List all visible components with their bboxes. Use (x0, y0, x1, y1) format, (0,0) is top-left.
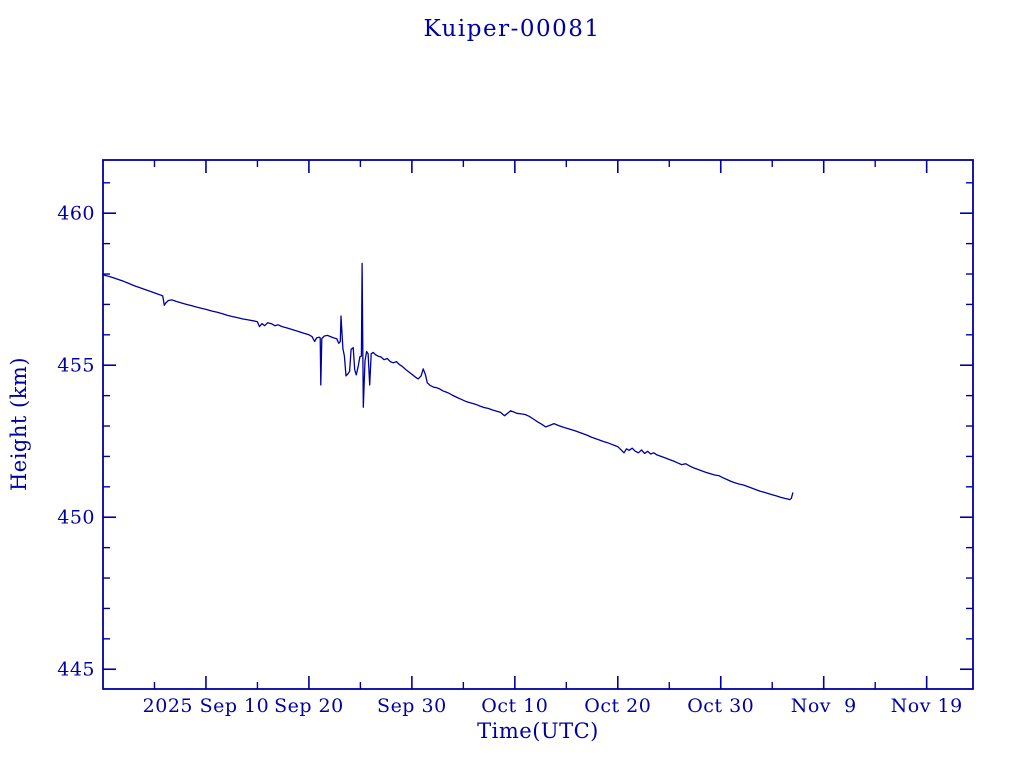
x-axis-label: Time(UTC) (477, 719, 599, 743)
x-tick-label: Oct 10 (481, 695, 548, 717)
chart-title: Kuiper-00081 (423, 16, 601, 42)
y-tick-label: 460 (57, 203, 95, 225)
y-tick-label: 455 (57, 355, 95, 377)
x-tick-label: Oct 30 (687, 695, 754, 717)
x-tick-label: 2025 Sep 10 (143, 695, 270, 717)
x-tick-label: Sep 30 (377, 695, 447, 717)
y-tick-label: 450 (57, 507, 95, 529)
plot-frame (102, 159, 974, 690)
x-tick-label: Sep 20 (274, 695, 344, 717)
x-tick-label: Nov 9 (791, 695, 857, 717)
x-tick-label: Nov 19 (891, 695, 963, 717)
y-tick-label: 445 (57, 659, 95, 681)
height-series-line (102, 262, 794, 501)
x-tick-label: Oct 20 (584, 695, 651, 717)
